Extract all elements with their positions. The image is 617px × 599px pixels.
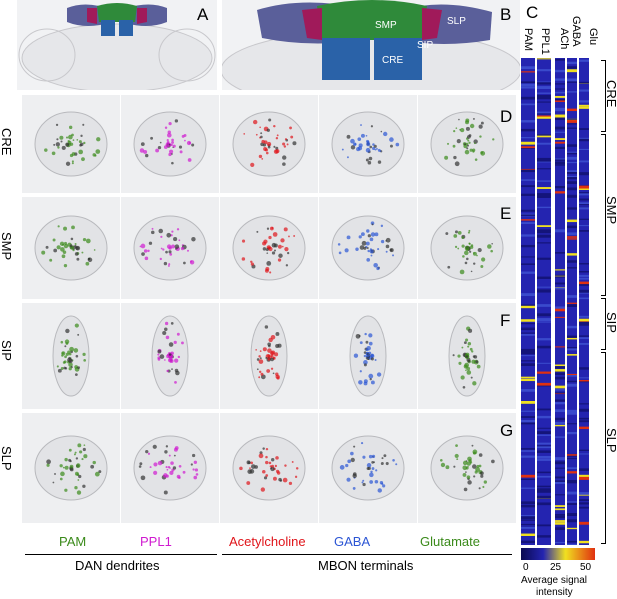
column-label-gaba: GABA [334,534,371,549]
heatmap-column-0 [521,58,535,545]
neuron-panel-r0-c3 [319,95,417,193]
neuron-panel-r0-c1 [121,95,219,193]
neuron-panel-r1-c0 [22,197,120,299]
heatmap-col-label-gaba: GABA [570,16,582,47]
panel-letter-c: C [526,3,539,22]
column-label-ppl1: PPL1 [140,534,172,549]
neuron-panel-r3-c2 [220,413,318,523]
heatmap-column-2 [555,58,565,545]
heatmap-column-1 [537,58,551,545]
neuron-panel-r3-c3 [319,413,417,523]
neuron-panel-r0-c2 [220,95,318,193]
neuron-grid [22,95,520,525]
panel-letter-g: G [500,421,514,440]
heatmap-column-3 [567,58,577,545]
heatmap-col-label-ach: ACh [558,28,570,50]
neuron-panel-r2-c1 [121,303,219,409]
heatmap-column-4 [579,58,589,545]
neuron-panel-r1-c1 [121,197,219,299]
panel-a-brain-overview: A [17,0,217,90]
column-label-pam: PAM [59,534,87,549]
panel-b-brain-regions: SMP SLP SIP CRE B [222,0,520,90]
neuron-panel-r2-c4 [418,303,516,409]
neuron-panel-r3-c4 [418,413,516,523]
row-label-sip: SIP [0,340,14,361]
panel-letter-b: B [500,5,512,24]
panel-letter-e: E [500,204,512,223]
row-label-smp: SMP [0,232,14,261]
neuron-panel-r0-c0 [22,95,120,193]
neuron-grid-svg [22,95,516,523]
heatmap-region-smp: SMP [604,196,617,225]
bracket-cre [601,60,606,132]
heatmap-col-label-glu: Glu [587,28,599,46]
heatmap-region-cre: CRE [604,80,617,108]
neuron-panel-r2-c0 [22,303,120,409]
colorbar [521,548,595,560]
neuron-panel-r1-c3 [319,197,417,299]
bracket-smp [601,134,606,296]
colorbar-max: 50 [580,562,592,573]
colorbar-mid: 25 [550,562,562,573]
row-label-slp: SLP [0,446,14,471]
neuron-panel-r2-c2 [220,303,318,409]
neuron-panel-r1-c4 [418,197,516,299]
neuron-panel-r1-c2 [220,197,318,299]
bracket-sip [601,298,606,350]
region-label-smp: SMP [375,20,397,31]
brain-outline-a [18,3,216,90]
panel-letter-a: A [197,5,209,24]
heatmap-col-label-pam: PAM [522,28,534,52]
colorbar-caption-2: intensity [536,587,573,598]
row-label-cre: CRE [0,128,14,156]
heatmap-region-sip: SIP [604,312,617,333]
neuron-panel-r0-c4 [418,95,516,193]
panel-letter-d: D [500,107,513,126]
group-line-mbon [222,554,512,555]
neuron-panel-r3-c0 [22,413,120,523]
colorbar-caption-1: Average signal [521,575,587,586]
region-label-cre: CRE [382,55,404,66]
group-label-dan: DAN dendrites [75,558,160,573]
group-label-mbon: MBON terminals [318,558,414,573]
group-line-dan [25,554,217,555]
neuron-panel-r3-c1 [121,413,219,523]
column-label-acetylcholine: Acetylcholine [229,534,306,549]
column-label-glutamate: Glutamate [420,534,480,549]
brain-regions-b [222,0,520,90]
region-label-slp: SLP [447,16,466,27]
neuron-panel-r2-c3 [319,303,417,409]
heatmap [521,58,589,545]
heatmap-col-label-ppl1: PPL1 [539,28,551,55]
heatmap-region-slp: SLP [604,428,617,453]
panel-letter-f: F [500,311,511,330]
region-label-sip: SIP [417,40,434,51]
bracket-slp [601,352,606,544]
colorbar-min: 0 [523,562,529,573]
